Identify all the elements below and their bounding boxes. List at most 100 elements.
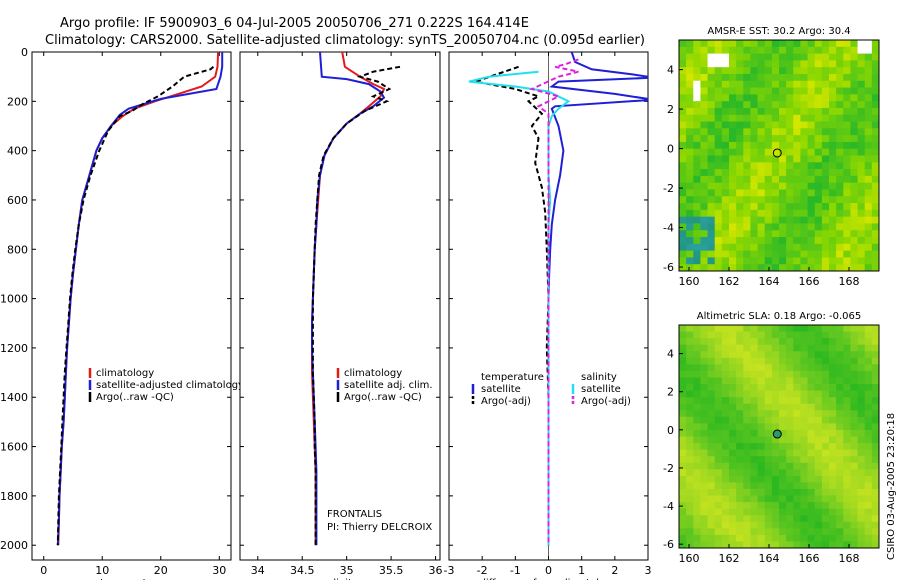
sla_map-cell <box>750 495 758 503</box>
sst_map-cell <box>679 169 687 177</box>
sla_map-cell <box>721 515 730 523</box>
sla_map-cell <box>757 515 766 523</box>
sst_map-cell <box>700 107 708 116</box>
sla_map-cell <box>829 351 837 359</box>
sst_map-cell <box>750 264 758 272</box>
sla_map-cell <box>793 377 801 385</box>
sla_map-cell <box>707 364 716 372</box>
sla_map-cell <box>743 488 751 496</box>
sla_map-cell <box>757 423 766 431</box>
sla_map-cell <box>857 528 866 536</box>
sla_map-cell <box>729 495 737 503</box>
sst_map-cell <box>707 169 716 177</box>
sst_map-cell <box>829 94 837 102</box>
sla_map-cell <box>721 488 730 496</box>
sst_map-cell <box>750 107 758 116</box>
sst_map-cell <box>864 101 873 109</box>
sst_map-cell <box>843 135 851 143</box>
sst_map-cell <box>793 101 801 109</box>
sla_map-cell <box>757 475 766 483</box>
sst_map-cell <box>864 67 873 75</box>
sst_map-cell <box>829 87 837 95</box>
sla_map-cell <box>721 462 730 470</box>
sla_map-cell <box>721 449 730 457</box>
sst_map-cell <box>700 169 708 177</box>
sst_map-cell <box>771 250 780 258</box>
sla_map-cell <box>786 344 794 352</box>
sla_map-cell <box>743 364 751 372</box>
sla_map-cell <box>843 443 851 451</box>
sst_map-cell <box>793 175 801 184</box>
sst_map-cell <box>843 257 851 265</box>
sla_map-cell <box>871 370 880 378</box>
sla_map-cell <box>800 325 808 332</box>
sst_map-cell <box>807 203 816 211</box>
sst_map-cell <box>750 209 758 218</box>
sla_map-cell <box>750 397 758 405</box>
sla_map-cell <box>864 521 873 529</box>
sst_map-cell <box>736 243 744 252</box>
sst_map-cell <box>807 230 816 238</box>
sla_map-cell <box>807 344 816 352</box>
sla_map-cell <box>843 338 851 346</box>
sla_map-cell <box>721 344 730 352</box>
sst_map-cell <box>757 162 766 170</box>
sst_map-cell <box>850 243 858 252</box>
sst_map-cell <box>757 53 766 61</box>
sla_map-cell <box>679 423 687 431</box>
sla_map-cell <box>771 325 780 332</box>
sst_map-cell <box>679 264 687 272</box>
sla_map-cell <box>757 456 766 464</box>
sla_map-cell <box>686 482 694 490</box>
sla_map-cell <box>857 515 866 523</box>
sla_map-cell <box>836 482 844 490</box>
salinity-xtick-label: 35 <box>340 564 354 577</box>
sla_map-cell <box>807 357 816 365</box>
sla_map-cell <box>821 475 830 483</box>
sst_map-cell <box>764 46 773 54</box>
sla_map-cell <box>793 456 801 464</box>
sla_map-cell <box>736 495 744 503</box>
sla_map-cell <box>729 325 737 332</box>
sst_map-cell <box>743 196 751 204</box>
sla_map-cell <box>729 521 737 529</box>
sla_map-cell <box>764 502 773 510</box>
sst_map-cell <box>686 243 694 252</box>
sla_map-cell <box>857 370 866 378</box>
sst_map-cell <box>871 135 880 143</box>
sst_map-cell <box>721 121 730 129</box>
sst_map-cell <box>686 223 694 231</box>
sst_map-cell <box>800 80 808 88</box>
sst_map-cell <box>679 107 687 116</box>
sst_map-cell <box>714 223 723 231</box>
sst_map-cell <box>707 264 716 272</box>
sst_map-cell <box>714 237 723 245</box>
sla_map-cell <box>700 488 708 496</box>
sst_map-cell <box>700 148 708 156</box>
sst_map-cell <box>700 243 708 252</box>
sst_map-cell <box>786 53 794 61</box>
sst_map-cell <box>686 40 694 48</box>
sst_map-cell <box>764 182 773 190</box>
sla_map-cell <box>821 384 830 391</box>
sst_map-cell <box>829 257 837 265</box>
sst_map-cell <box>693 67 701 75</box>
sla_map-cell <box>714 534 723 542</box>
sla_map-cell <box>779 515 787 523</box>
sla_map-cell <box>721 456 730 464</box>
sst_map-cell <box>693 169 701 177</box>
sla_map-cell <box>693 403 701 411</box>
sla_map-cell <box>814 423 823 431</box>
sla_map-cell <box>707 462 716 470</box>
sst_map-cell <box>771 209 780 218</box>
sst_map-cell <box>743 46 751 54</box>
sla_map-cell <box>793 325 801 332</box>
sst_map-cell <box>771 264 780 272</box>
sst_map-cell <box>871 216 880 224</box>
sla_map-cell <box>850 449 858 457</box>
sst_map-cell <box>757 203 766 211</box>
sst_map-cell <box>850 40 858 48</box>
sla_map-cell <box>821 495 830 503</box>
sla_map-cell <box>757 410 766 418</box>
sst_map-cell <box>843 40 851 48</box>
